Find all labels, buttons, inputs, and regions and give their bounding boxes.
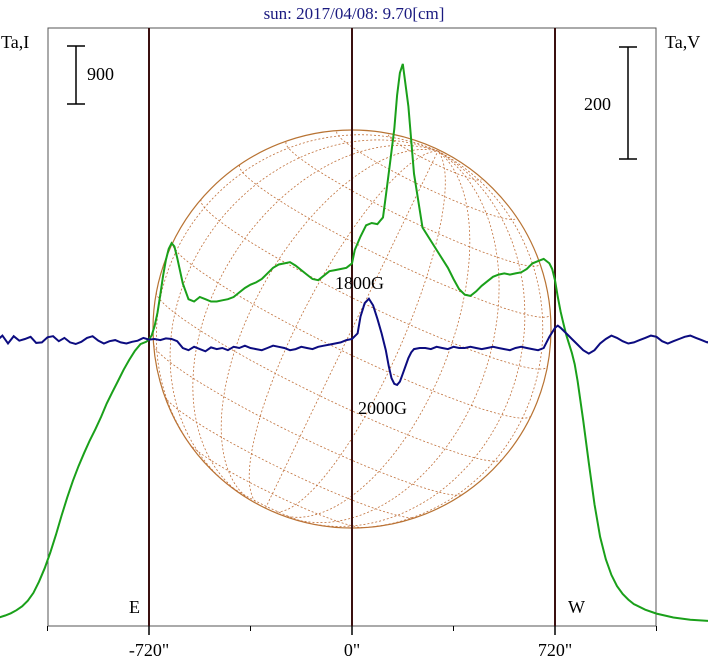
limb-label-w: W — [568, 597, 585, 617]
longitude-line-9 — [307, 150, 526, 527]
latitude-line-10 — [388, 134, 482, 181]
longitude-line-0 — [155, 134, 439, 453]
longitude-line-6 — [272, 150, 446, 513]
chart-title: sun: 2017/04/08: 9.70[cm] — [264, 4, 445, 23]
scale-bar-left: 900 — [67, 45, 114, 105]
left-axis-label: Ta,I — [1, 32, 29, 52]
longitude-line-8 — [292, 150, 500, 524]
latitude-line-8 — [285, 141, 540, 267]
x-axis: -1440"-720"0"720"1440" — [47, 626, 657, 660]
x-tick-label-3: 720" — [538, 640, 572, 660]
x-tick-label-2: 0" — [344, 640, 360, 660]
series-line-intensity — [0, 63, 708, 622]
limb-label-e: E — [129, 597, 140, 617]
right-axis-label: Ta,V — [665, 32, 700, 52]
longitude-line-1 — [169, 139, 439, 485]
latitude-line-5 — [172, 242, 532, 419]
scale-bar-right: 200 — [584, 46, 637, 160]
longitude-line-5 — [265, 150, 439, 509]
longitude-line-10 — [352, 150, 544, 529]
scale-bar-left-label: 900 — [87, 64, 114, 84]
longitude-line-4 — [248, 150, 438, 505]
x-tick-label-1: -720" — [129, 640, 169, 660]
solar-disk — [152, 129, 552, 529]
latitude-line-9 — [336, 131, 517, 220]
annotation-2000g: 2000G — [358, 398, 407, 418]
latitude-line-7 — [239, 164, 551, 318]
latitude-line-3 — [153, 345, 463, 496]
latitude-line-1 — [189, 443, 363, 528]
scale-bar-right-label: 200 — [584, 94, 611, 114]
longitude-line-3 — [220, 148, 438, 502]
solar-disk-grid — [153, 131, 551, 529]
longitude-line-2 — [192, 144, 439, 494]
annotation-1800g: 1800G — [335, 273, 384, 293]
latitude-line-2 — [164, 396, 416, 519]
longitude-line-7 — [279, 150, 471, 518]
series-line-polarization — [0, 297, 708, 387]
